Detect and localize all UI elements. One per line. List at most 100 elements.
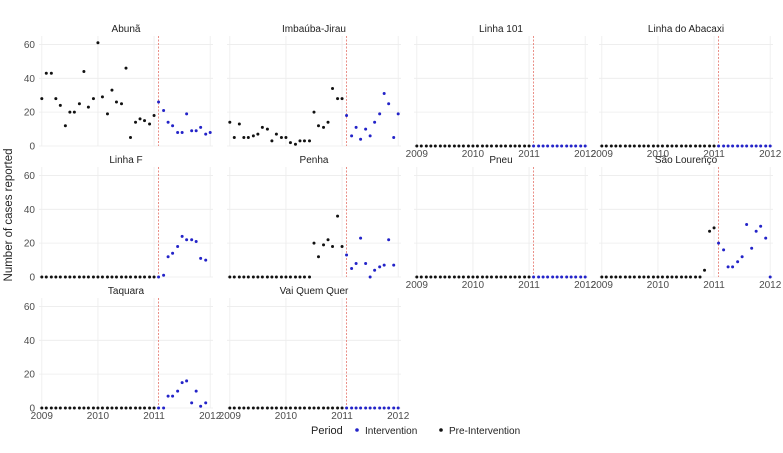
point-intervention <box>560 144 564 148</box>
point-pre-intervention <box>152 114 156 118</box>
point-pre-intervention <box>302 139 306 143</box>
panel-title: Linha 101 <box>479 24 523 35</box>
point-pre-intervention <box>703 144 707 148</box>
y-tick-label: 0 <box>29 273 35 284</box>
y-tick-label: 0 <box>29 404 35 415</box>
point-pre-intervention <box>503 275 507 279</box>
point-pre-intervention <box>688 275 692 279</box>
point-intervention <box>185 112 189 116</box>
panel-title: Taquara <box>108 286 145 297</box>
point-pre-intervention <box>495 275 499 279</box>
point-intervention <box>579 275 583 279</box>
point-pre-intervention <box>656 275 660 279</box>
point-pre-intervention <box>237 275 241 279</box>
point-pre-intervention <box>424 144 428 148</box>
x-tick-label: 2010 <box>647 280 670 291</box>
point-intervention <box>555 144 559 148</box>
x-tick-label: 2011 <box>143 411 165 422</box>
point-pre-intervention <box>54 97 58 101</box>
point-pre-intervention <box>228 406 232 410</box>
point-pre-intervention <box>251 134 255 138</box>
point-intervention <box>190 129 194 133</box>
point-intervention <box>350 406 354 410</box>
point-pre-intervention <box>68 406 72 410</box>
point-pre-intervention <box>461 144 465 148</box>
point-pre-intervention <box>100 95 104 99</box>
point-pre-intervention <box>143 406 147 410</box>
x-tick-label: 2012 <box>199 411 222 422</box>
point-pre-intervention <box>152 275 156 279</box>
point-pre-intervention <box>660 275 664 279</box>
point-pre-intervention <box>91 275 95 279</box>
point-pre-intervention <box>680 275 684 279</box>
point-pre-intervention <box>632 275 636 279</box>
point-pre-intervention <box>495 144 499 148</box>
point-pre-intervention <box>665 144 669 148</box>
point-pre-intervention <box>466 275 470 279</box>
point-pre-intervention <box>251 275 255 279</box>
point-intervention <box>373 268 377 272</box>
point-pre-intervention <box>331 86 335 90</box>
point-intervention <box>382 263 386 267</box>
point-pre-intervention <box>438 144 442 148</box>
y-tick-label: 20 <box>24 108 36 119</box>
point-intervention <box>162 108 166 112</box>
point-intervention <box>722 248 726 252</box>
point-intervention <box>541 275 545 279</box>
point-pre-intervention <box>58 406 62 410</box>
point-intervention <box>726 144 730 148</box>
panel: Vai Quem Quer 2009 2010 2011 2012 <box>219 286 410 422</box>
point-pre-intervention <box>260 125 264 129</box>
panel: Imbaúba-Jirau <box>227 24 401 147</box>
point-pre-intervention <box>256 132 260 136</box>
point-intervention <box>731 144 735 148</box>
point-intervention <box>378 406 382 410</box>
point-pre-intervention <box>114 275 118 279</box>
legend-key-pre-intervention <box>439 428 443 432</box>
point-pre-intervention <box>100 275 104 279</box>
point-pre-intervention <box>120 406 124 410</box>
x-tick-label: 2009 <box>219 411 242 422</box>
panel-title: Linha F <box>109 155 142 166</box>
x-tick-label: 2009 <box>406 149 429 160</box>
panel: Penha <box>227 155 401 279</box>
point-pre-intervention <box>419 275 423 279</box>
point-pre-intervention <box>698 275 702 279</box>
point-intervention <box>199 125 203 129</box>
point-pre-intervention <box>82 70 86 74</box>
point-pre-intervention <box>665 275 669 279</box>
point-pre-intervention <box>40 275 44 279</box>
point-pre-intervention <box>260 406 264 410</box>
point-intervention <box>569 144 573 148</box>
point-pre-intervention <box>77 406 81 410</box>
point-pre-intervention <box>298 139 302 143</box>
point-pre-intervention <box>651 144 655 148</box>
point-pre-intervention <box>604 144 608 148</box>
x-tick-label: 2012 <box>759 280 782 291</box>
point-pre-intervention <box>120 102 124 106</box>
point-intervention <box>740 144 744 148</box>
point-intervention <box>722 144 726 148</box>
point-pre-intervention <box>694 275 698 279</box>
point-intervention <box>750 246 754 250</box>
point-pre-intervention <box>712 226 716 230</box>
point-pre-intervention <box>82 406 86 410</box>
point-pre-intervention <box>105 112 109 116</box>
point-pre-intervention <box>447 275 451 279</box>
point-pre-intervention <box>49 275 53 279</box>
point-pre-intervention <box>618 275 622 279</box>
point-pre-intervention <box>134 275 138 279</box>
point-intervention <box>382 406 386 410</box>
point-pre-intervention <box>322 125 326 129</box>
point-pre-intervention <box>316 255 320 259</box>
point-intervention <box>204 132 208 136</box>
x-tick-label: 2011 <box>518 280 540 291</box>
point-intervention <box>546 144 550 148</box>
point-pre-intervention <box>256 406 260 410</box>
point-pre-intervention <box>518 275 522 279</box>
x-tick-label: 2012 <box>387 411 410 422</box>
point-pre-intervention <box>457 275 461 279</box>
point-intervention <box>359 137 363 141</box>
point-pre-intervention <box>708 229 712 233</box>
point-intervention <box>350 267 354 271</box>
